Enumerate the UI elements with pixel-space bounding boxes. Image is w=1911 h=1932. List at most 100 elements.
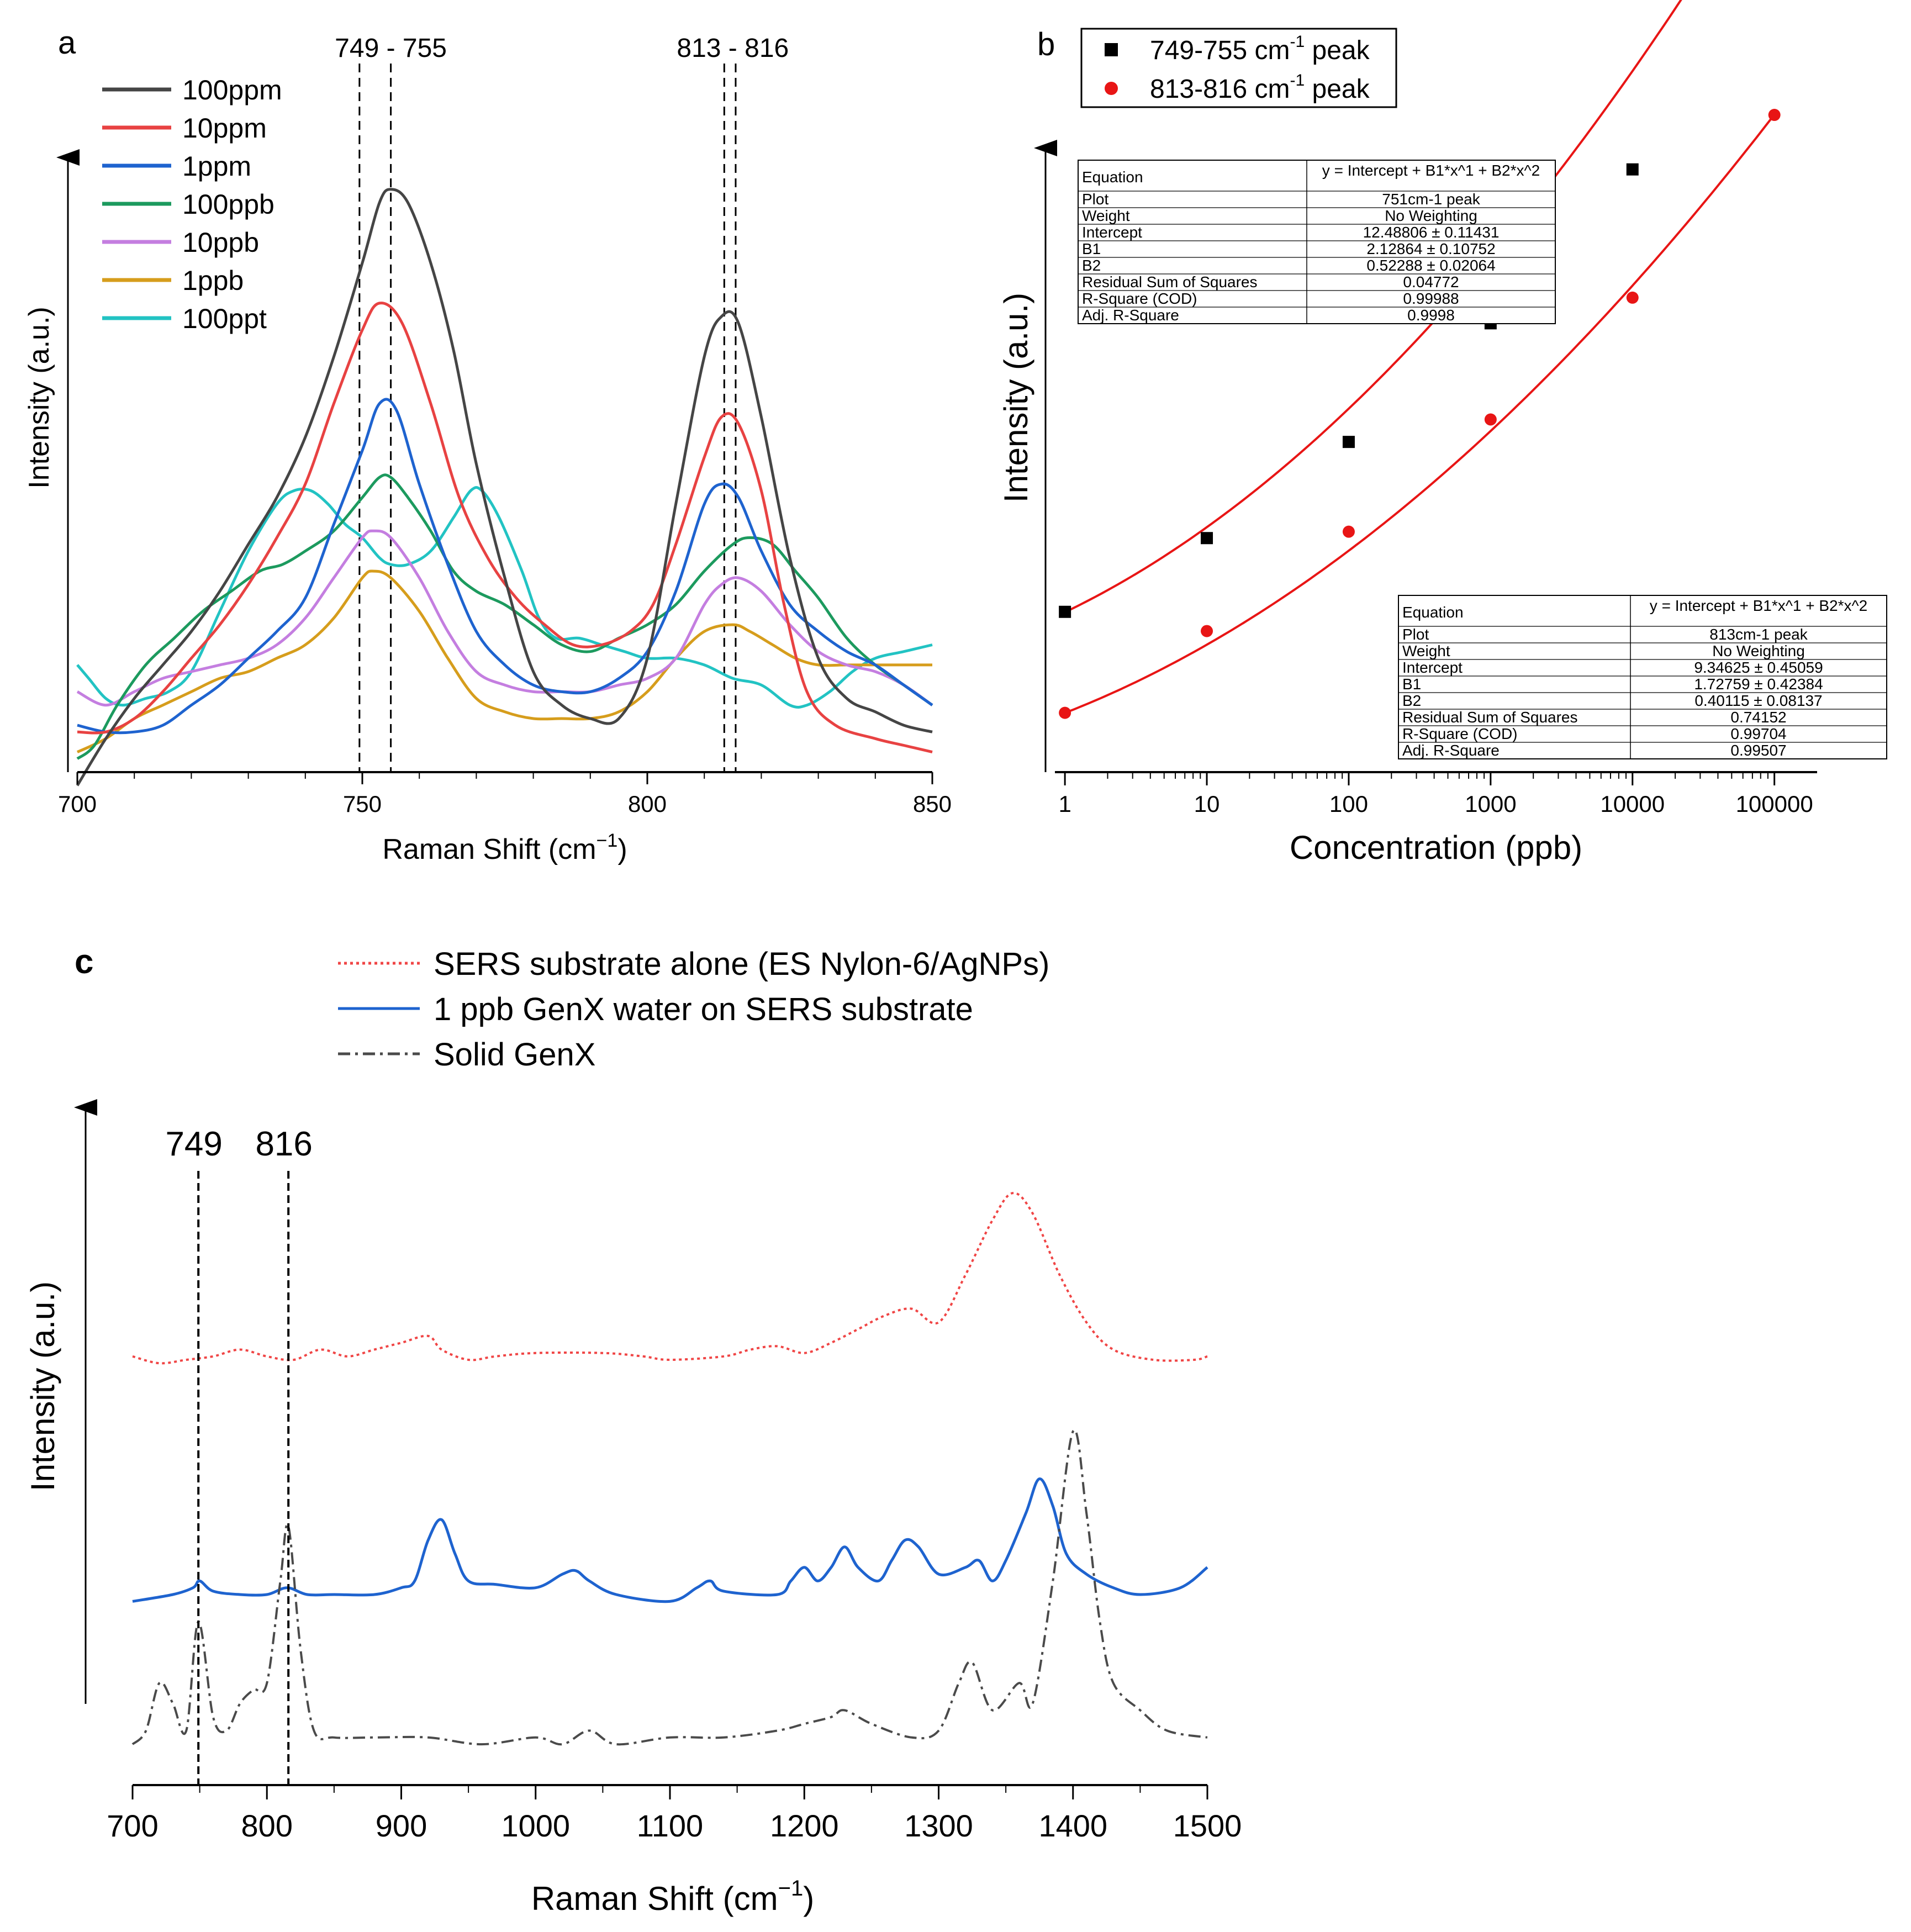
panel-c-series [131,1192,1208,1746]
point-749-100 [1342,436,1355,448]
panel-a-legend: 100ppm 10ppm 1ppm 100ppb 10ppb 1ppb 100ppt [102,75,282,334]
series-sers-substrate-alone-es-nylon-6-agnps [132,1192,1208,1365]
panel-a-letter: a [58,25,76,61]
x-tick-label-1200: 1200 [770,1808,839,1843]
series-100ppm [76,188,933,786]
panel-a-series [76,188,933,786]
series-1ppb [76,569,932,753]
fit-table-key-equation: Equation [1082,168,1143,186]
panel-b-data-points [1059,109,1781,719]
fit-table-key-weight: Weight [1402,642,1450,659]
panel-c-letter: c [75,943,93,981]
x-tick-label-700: 700 [58,791,97,817]
panel-a-peak-labels: 749 - 755 813 - 816 [335,34,789,63]
x-tick-label-700: 700 [107,1808,158,1843]
fit-table-key-r-square-cod: R-Square (COD) [1402,725,1517,742]
fit-curve-0 [1064,0,1682,614]
legend-label-10ppb: 10ppb [182,227,259,258]
series-10ppm [77,302,933,754]
panel-c-x-ticks: 700 800 900 1000 1100 1200 1300 1400 1500 [107,1785,1242,1843]
fit-table-value-plot: 751cm-1 peak [1382,191,1480,208]
fit-table-value-residual-sum-of-squares: 0.74152 [1730,709,1786,726]
panel-c-peak-lines [197,1171,290,1785]
fit-table-813: Equation y = Intercept + B1*x^1 + B2*x^2 P… [1398,595,1887,759]
panel-a-y-label: Intensity (a.u.) [23,307,55,488]
point-813-1 [1059,706,1071,719]
series-1ppm [77,398,933,735]
point-749-1 [1059,605,1071,618]
fit-table-key-b1: B1 [1082,240,1101,257]
x-tick-label-1300: 1300 [904,1808,973,1843]
fit-table-value-equation: y = Intercept + B1*x^1 + B2*x^2 [1650,597,1867,614]
panel-c-y-label: Intensity (a.u.) [24,1281,61,1491]
x-tick-label-1100: 1100 [637,1808,703,1843]
fit-table-key-adj-r-square: Adj. R-Square [1402,742,1500,759]
x-tick-label-800: 800 [241,1808,293,1843]
legend-label-10ppm: 10ppm [182,113,267,144]
fit-table-value-weight: No Weighting [1385,207,1477,224]
fit-table-frame [1398,595,1887,759]
fit-table-key-plot: Plot [1082,191,1108,208]
series-10ppb [76,529,933,707]
point-749-10000 [1626,163,1639,176]
fit-table-value-r-square-cod: 0.99704 [1730,725,1786,742]
fit-table-751: Equation y = Intercept + B1*x^1 + B2*x^2 P… [1078,160,1556,324]
legend-label-100ppt: 100ppt [182,303,267,334]
legend-label-100ppm: 100ppm [182,75,282,105]
series-1-ppb-genx-water-on-sers-substrate [132,1477,1208,1603]
peak-label-816: 816 [255,1125,312,1163]
x-tick-label-100: 100 [1329,791,1368,817]
panel-c-legend: SERS substrate alone (ES Nylon-6/AgNPs) 1… [338,946,1049,1073]
panel-b: b 1 10 100 1000 10000 100000 Concentration (p… [997,0,1887,866]
legend-label-0: 749-755 cm-1 peak [1150,33,1370,65]
x-tick-label-100000: 100000 [1736,791,1813,817]
legend-label-100ppb: 100ppb [182,189,274,220]
panel-b-legend: 749-755 cm-1 peak 813-816 cm-1 peak [1080,28,1397,108]
x-tick-label-1000: 1000 [501,1808,570,1843]
legend-label-solid-genx: Solid GenX [434,1037,595,1073]
peak-label-813-816: 813 - 816 [677,34,789,63]
x-tick-label-1500: 1500 [1173,1808,1242,1843]
series-100ppt [76,486,933,709]
fit-table-key-weight: Weight [1082,207,1130,224]
fit-table-value-intercept: 12.48806 ± 0.11431 [1363,224,1500,241]
point-813-100000 [1768,109,1781,122]
fit-table-value-intercept: 9.34625 ± 0.45059 [1694,659,1823,676]
fit-table-key-residual-sum-of-squares: Residual Sum of Squares [1402,709,1578,726]
x-tick-label-800: 800 [628,791,667,817]
x-tick-label-850: 850 [913,791,952,817]
legend-marker-square [1105,43,1118,56]
legend-label-1-ppb-genx-water-on-sers-substrate: 1 ppb GenX water on SERS substrate [434,991,973,1027]
legend-label-sers-substrate-alone-es-nylon-6-agnps: SERS substrate alone (ES Nylon-6/AgNPs) [434,946,1049,982]
fit-table-key-b2: B2 [1402,692,1421,709]
panel-b-y-label: Intensity (a.u.) [997,293,1034,503]
fit-table-key-intercept: Intercept [1402,659,1463,676]
panel-b-x-ticks: 1 10 100 1000 10000 100000 [1058,772,1813,817]
x-tick-label-1000: 1000 [1465,791,1516,817]
fit-table-key-equation: Equation [1402,604,1464,621]
panel-b-x-label: Concentration (ppb) [1290,829,1582,866]
fit-table-key-b1: B1 [1402,675,1421,693]
x-tick-label-900: 900 [376,1808,427,1843]
panel-c-peak-labels: 749 816 [165,1125,312,1163]
legend-label-1: 813-816 cm-1 peak [1150,71,1370,104]
fit-table-key-residual-sum-of-squares: Residual Sum of Squares [1082,273,1258,291]
fit-table-value-b2: 0.40115 ± 0.08137 [1694,692,1822,709]
peak-label-749: 749 [165,1125,222,1163]
fit-table-value-adj-r-square: 0.99507 [1730,742,1786,759]
fit-table-key-plot: Plot [1402,626,1429,643]
fit-table-value-r-square-cod: 0.99988 [1403,290,1459,307]
fit-table-key-r-square-cod: R-Square (COD) [1082,290,1197,307]
x-tick-label-750: 750 [343,791,382,817]
panel-a-x-label: Raman Shift (cm−1) [382,830,627,865]
panel-c: c SERS substrate alone (ES Nylon-6/AgNPs… [24,943,1242,1917]
point-813-100 [1342,525,1355,538]
fit-table-value-weight: No Weighting [1712,642,1805,659]
series-solid-genx [131,1428,1208,1746]
point-813-10000 [1626,291,1639,304]
fit-table-frame [1078,160,1556,324]
fit-table-value-b2: 0.52288 ± 0.02064 [1366,257,1495,274]
legend-label-1ppb: 1ppb [182,265,244,296]
fit-table-value-adj-r-square: 0.9998 [1407,307,1455,324]
